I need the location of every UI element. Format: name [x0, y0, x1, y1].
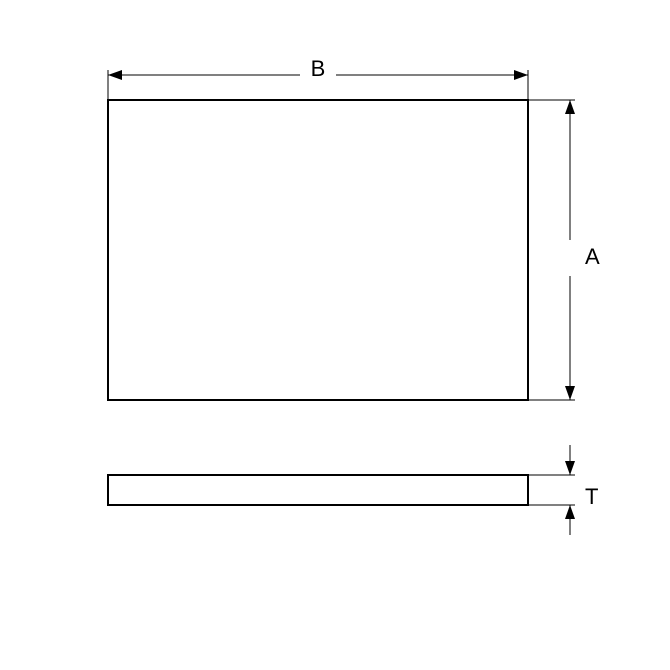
dim-label-t: T [585, 484, 598, 509]
dim-label-a: A [585, 244, 600, 269]
dim-label-b: B [311, 56, 326, 81]
plate-top-view [108, 100, 528, 400]
plate-side-view [108, 475, 528, 505]
dimension-diagram: B A T [0, 0, 670, 670]
